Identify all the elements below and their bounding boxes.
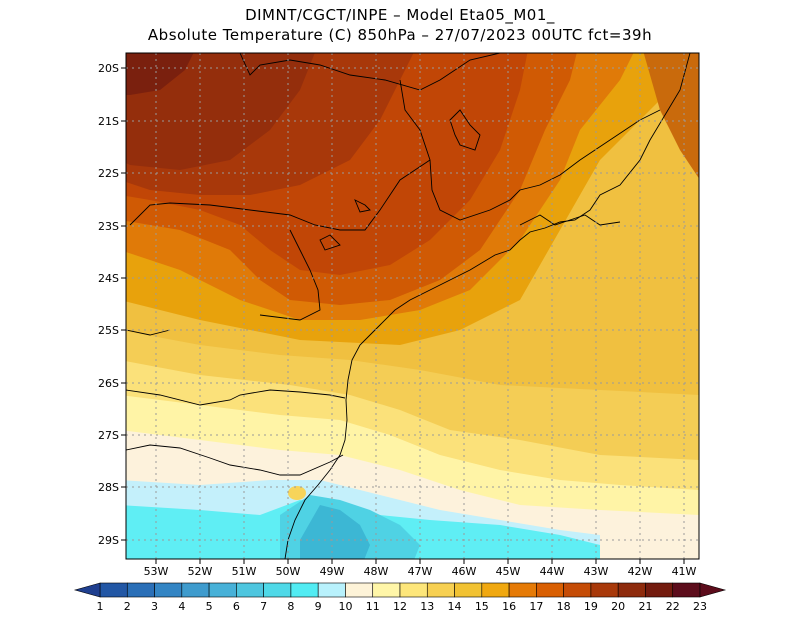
lon-label: 47W [408, 565, 433, 578]
colorbar-segment [536, 582, 564, 598]
colorbar-label: 22 [666, 600, 680, 613]
map-title: DIMNT/CGCT/INPE – Model Eta05_M01_ [245, 6, 555, 24]
band-18-east [643, 53, 699, 179]
lon-label: 44W [540, 565, 565, 578]
lat-label: 20S [98, 62, 119, 75]
colorbar-label: 1 [97, 600, 104, 613]
lat-label: 24S [98, 272, 119, 285]
axis-ticks [121, 67, 685, 564]
lat-label: 22S [98, 167, 119, 180]
colorbar-label: 7 [260, 600, 267, 613]
lake-1 [449, 109, 481, 151]
colorbar-label: 14 [448, 600, 462, 613]
colorbar-segment [290, 582, 319, 598]
lon-label: 45W [496, 565, 521, 578]
colorbar-arrow-low [73, 582, 101, 598]
lon-label: 43W [584, 565, 609, 578]
colorbar-segment [154, 582, 183, 598]
colorbar-label: 10 [338, 600, 352, 613]
border-rs-sc [126, 444, 344, 476]
colorbar-label: 18 [557, 600, 571, 613]
colorbar-segment [672, 582, 701, 598]
lat-label: 26S [98, 377, 119, 390]
colorbar-label: 3 [151, 600, 158, 613]
lon-label: 46W [452, 565, 477, 578]
colorbar-segment [563, 582, 592, 598]
colorbar-label: 8 [287, 600, 294, 613]
borders [126, 53, 691, 559]
colorbar-segment [590, 582, 619, 598]
lat-labels: 20S 21S 22S 23S 24S 25S 26S 27S 28S 29S [98, 62, 119, 547]
colorbar-label: 11 [366, 600, 380, 613]
colorbar-segment [645, 582, 674, 598]
colorbar-segment [508, 582, 537, 598]
band-7 [300, 505, 370, 559]
lon-label: 52W [188, 565, 213, 578]
band-21 [126, 53, 315, 170]
coastline [284, 53, 691, 559]
lake-3 [319, 234, 341, 251]
colorbar-label: 9 [315, 600, 322, 613]
colorbar-segment [426, 582, 455, 598]
lon-labels: 53W 52W 51W 50W 49W 48W 47W 46W 45W 44W … [144, 565, 697, 578]
map-subtitle: Absolute Temperature (C) 850hPa – 27/07/… [147, 26, 653, 44]
colorbar-segment [263, 582, 292, 598]
colorbar-label: 15 [475, 600, 489, 613]
band-22 [126, 53, 194, 95]
colorbar-segment [126, 582, 155, 598]
lat-label: 25S [98, 324, 119, 337]
warm-spot [288, 486, 306, 500]
lat-label: 29S [98, 534, 119, 547]
lon-label: 51W [232, 565, 257, 578]
colorbar-label: 5 [206, 600, 213, 613]
lat-label: 28S [98, 481, 119, 494]
border-sp-mg [399, 79, 661, 221]
colorbar: 1 2 3 4 5 6 7 8 9 10 11 12 13 14 15 16 17 18 19 20 21 22 23 [73, 582, 727, 613]
colorbar-label: 17 [529, 600, 543, 613]
colorbar-label: 12 [393, 600, 407, 613]
border-parana-sp [259, 229, 321, 321]
colorbar-label: 21 [638, 600, 652, 613]
lon-label: 53W [144, 565, 169, 578]
plot-frame [125, 52, 700, 560]
lat-label: 23S [98, 220, 119, 233]
lon-label: 48W [364, 565, 389, 578]
border-parana-north [129, 159, 431, 231]
temperature-field [126, 53, 699, 559]
lon-label: 41W [672, 565, 697, 578]
lake-2 [354, 199, 371, 213]
colorbar-label: 16 [502, 600, 516, 613]
colorbar-label: 6 [233, 600, 240, 613]
lat-label: 21S [98, 115, 119, 128]
lon-label: 42W [628, 565, 653, 578]
colorbar-segment [99, 582, 128, 598]
border-sc-pr [126, 389, 346, 406]
colorbar-segment [481, 582, 510, 598]
gridlines [126, 53, 699, 559]
colorbar-segment [617, 582, 646, 598]
colorbar-segment [317, 582, 346, 598]
colorbar-label: 19 [584, 600, 598, 613]
colorbar-label: 20 [611, 600, 625, 613]
colorbar-label: 13 [420, 600, 434, 613]
border-rj [519, 214, 621, 226]
colorbar-arrow-high [699, 582, 727, 598]
colorbar-segment [345, 582, 374, 598]
border-mg-north [239, 53, 501, 91]
lon-label: 50W [276, 565, 301, 578]
lon-label: 49W [320, 565, 345, 578]
border-west [126, 329, 171, 336]
colorbar-segment [372, 582, 401, 598]
colorbar-label: 2 [124, 600, 131, 613]
colorbar-segment [181, 582, 210, 598]
colorbar-segment [236, 582, 264, 598]
colorbar-label: 23 [693, 600, 707, 613]
colorbar-segment [208, 582, 237, 598]
lat-label: 27S [98, 429, 119, 442]
colorbar-label: 4 [178, 600, 185, 613]
colorbar-segment [399, 582, 428, 598]
colorbar-segment [454, 582, 483, 598]
